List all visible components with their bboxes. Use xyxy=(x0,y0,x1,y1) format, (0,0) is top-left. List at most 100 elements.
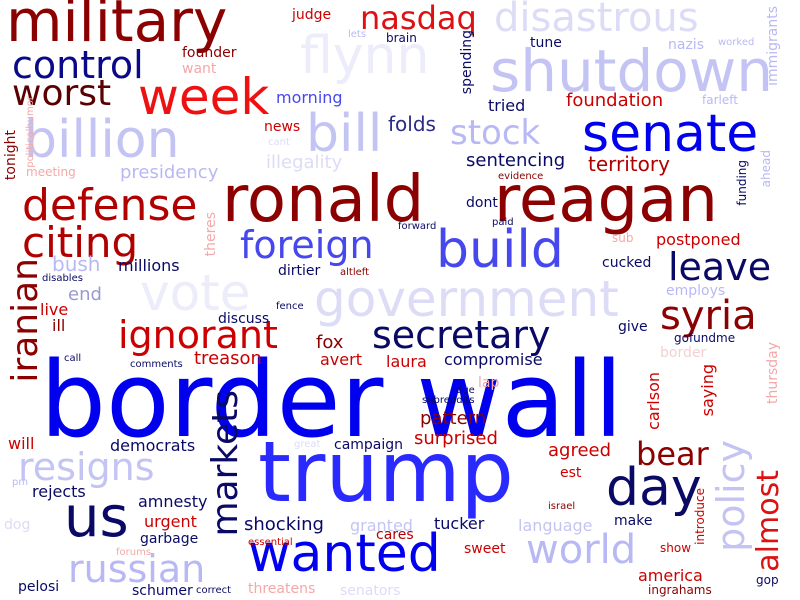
word-pm: pm xyxy=(12,477,29,488)
word-day: day xyxy=(606,458,702,518)
word-founder: founder xyxy=(182,45,237,61)
word-carlson: carlson xyxy=(644,372,663,430)
word-ronald: ronald xyxy=(222,163,425,237)
word-week: week xyxy=(138,68,270,126)
word-leave: leave xyxy=(668,245,772,289)
word-saying: saying xyxy=(698,364,717,417)
word-sentencing: sentencing xyxy=(466,150,566,171)
word-lets: lets xyxy=(348,29,367,40)
word-shocking: shocking xyxy=(244,514,324,535)
word-est: est xyxy=(560,465,582,481)
word-tune: tune xyxy=(530,35,562,51)
word-trump: trump xyxy=(258,423,514,521)
word-brain: brain xyxy=(386,31,417,45)
word-sub: sub xyxy=(612,231,634,245)
word-spending: spending xyxy=(459,30,475,95)
word-treason: treason xyxy=(194,348,262,369)
word-policy: policy xyxy=(709,440,753,552)
word-immigrants: immigrants xyxy=(765,6,781,86)
word-meeting: meeting xyxy=(26,165,76,179)
word-cucked: cucked xyxy=(602,255,652,271)
word-show: show xyxy=(660,541,692,555)
word-live: live xyxy=(40,300,69,319)
word-syria: syria xyxy=(660,293,757,339)
word-discuss: discuss xyxy=(218,311,270,327)
word-funding: funding xyxy=(735,160,749,206)
word-theres: theres xyxy=(203,212,219,257)
word-judge: judge xyxy=(292,7,332,23)
word-cant: cant xyxy=(268,137,290,148)
word-forums: forums xyxy=(116,547,152,558)
word-surprised: surprised xyxy=(414,428,498,449)
word-world: world xyxy=(526,527,637,573)
word-fox: fox xyxy=(316,332,344,353)
word-border-wall: border wall xyxy=(40,339,623,461)
word-thursday: thursday xyxy=(765,342,781,405)
word-folds: folds xyxy=(388,112,436,136)
word-call: call xyxy=(64,353,82,364)
word-territory: territory xyxy=(588,152,670,176)
word-want: want xyxy=(182,61,217,77)
word-dog: dog xyxy=(4,517,31,533)
word-make: make xyxy=(614,513,653,529)
word-bear: bear xyxy=(636,435,709,473)
word-employs: employs xyxy=(666,283,726,299)
word-stock: stock xyxy=(450,113,541,153)
word-presidency: presidency xyxy=(120,162,219,183)
word-almost: almost xyxy=(751,470,786,572)
word-military: military xyxy=(6,0,228,55)
word-campaign: campaign xyxy=(334,437,404,453)
word-illegality: illegality xyxy=(266,152,343,173)
word-build: build xyxy=(436,220,564,280)
word-language: language xyxy=(518,516,593,535)
word-vote: vote xyxy=(140,264,251,322)
word-granted: granted xyxy=(350,516,413,535)
word-resigns: resigns xyxy=(18,445,155,489)
word-senate: senate xyxy=(582,104,759,164)
word-farleft: farleft xyxy=(702,93,738,107)
word-ingrahams: ingrahams xyxy=(648,583,712,597)
word-introduce: introduce xyxy=(693,488,707,545)
word-disastrous: disastrous xyxy=(494,0,699,41)
word-tucker: tucker xyxy=(434,514,485,533)
word-will: will xyxy=(8,434,35,453)
word-threatens: threatens xyxy=(248,581,316,597)
word-ahead: ahead xyxy=(759,150,773,188)
word-us: us xyxy=(64,485,129,550)
word-politicalhumor: politicalhumor xyxy=(25,96,36,168)
word-millions: millions xyxy=(118,256,180,275)
word-democrats: democrats xyxy=(110,436,196,455)
word-disables: disables xyxy=(42,273,83,284)
word-israel: israel xyxy=(548,501,576,512)
word-sweet: sweet xyxy=(464,541,506,557)
word-urgent: urgent xyxy=(144,512,197,531)
word-wanted: wanted xyxy=(248,524,441,584)
word-citing: citing xyxy=(22,218,139,267)
word-defense: defense xyxy=(22,180,198,231)
word-reagan: reagan xyxy=(494,163,718,237)
word-compromise: compromise xyxy=(444,350,543,369)
word-evidence: evidence xyxy=(498,171,544,182)
word-control: control xyxy=(12,43,144,87)
word-nasdaq: nasdaq xyxy=(360,0,477,37)
word-senators: senators xyxy=(340,583,401,599)
word-morning: morning xyxy=(276,88,343,107)
word-fence: fence xyxy=(276,301,304,312)
word-great: great xyxy=(294,439,321,450)
word-flynn: flynn xyxy=(300,26,430,86)
word-border: border xyxy=(660,345,707,361)
word-news: news xyxy=(264,119,301,135)
word-tried: tried xyxy=(488,96,526,115)
word-bill: bill xyxy=(306,104,383,164)
word-agreed: agreed xyxy=(548,440,612,461)
word-postponed: postponed xyxy=(656,230,741,249)
word-ill: ill xyxy=(52,316,66,335)
word-nazis: nazis xyxy=(668,37,704,53)
word-lap: lap xyxy=(478,375,500,391)
word-pattern: pattern xyxy=(420,408,487,429)
word-forward: forward xyxy=(398,221,437,232)
word-government: government xyxy=(314,270,619,328)
word-pelosi: pelosi xyxy=(18,579,60,595)
word-due: due xyxy=(456,385,475,396)
